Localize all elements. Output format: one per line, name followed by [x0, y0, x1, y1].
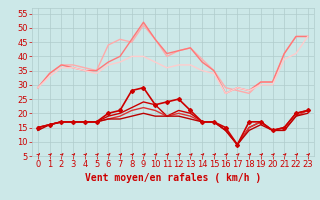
- X-axis label: Vent moyen/en rafales ( km/h ): Vent moyen/en rafales ( km/h ): [85, 173, 261, 183]
